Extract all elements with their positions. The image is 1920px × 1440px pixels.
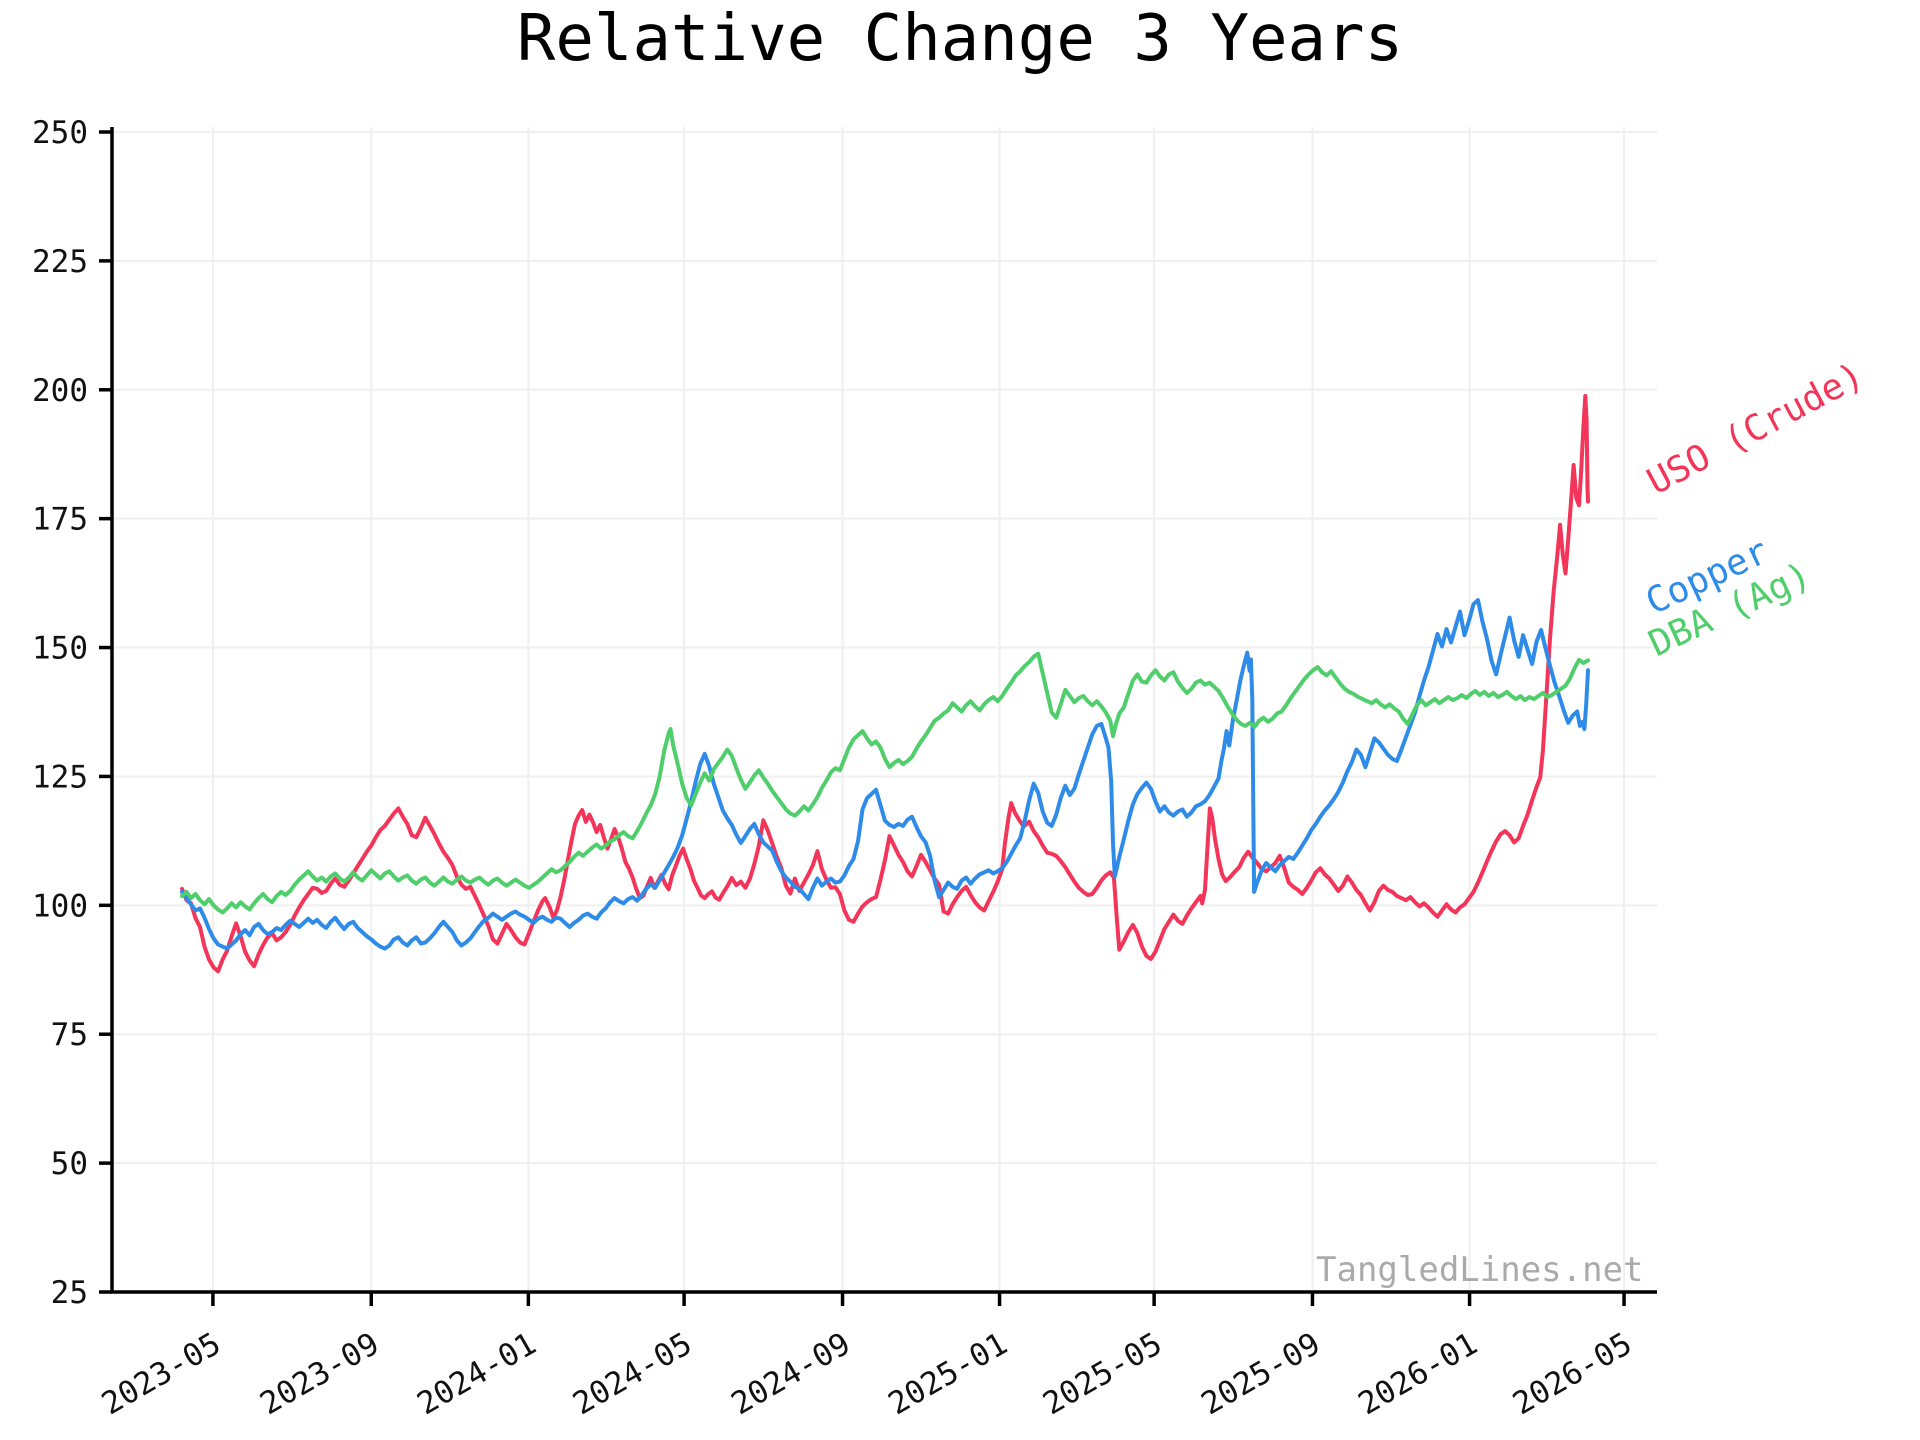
- x-tick-label: 2026-01: [1352, 1326, 1483, 1423]
- series-line-dba-ag: [180, 651, 1590, 915]
- x-tick-label: 2024-05: [567, 1326, 698, 1423]
- x-tick-label: 2026-05: [1507, 1326, 1638, 1423]
- y-tick-label: 225: [32, 244, 88, 280]
- y-tick-label: 250: [32, 115, 88, 151]
- y-tick-label: 125: [32, 759, 88, 795]
- x-tick-label: 2024-09: [725, 1326, 856, 1423]
- x-tick-label: 2023-05: [96, 1326, 227, 1423]
- series-line-copper: [180, 598, 1590, 951]
- x-tick-label: 2025-01: [882, 1326, 1013, 1423]
- series-line-uso-crude: [180, 394, 1590, 974]
- y-tick-label: 100: [32, 888, 88, 924]
- y-tick-label: 75: [51, 1017, 88, 1053]
- y-tick-label: 50: [51, 1146, 88, 1182]
- watermark: TangledLines.net: [1316, 1250, 1644, 1290]
- y-tick-label: 175: [32, 502, 88, 538]
- y-tick-label: 150: [32, 631, 88, 667]
- x-tick-label: 2023-09: [254, 1326, 385, 1423]
- y-tick-label: 200: [32, 373, 88, 409]
- x-tick-label: 2025-09: [1195, 1326, 1326, 1423]
- chart-title: Relative Change 3 Years: [516, 2, 1404, 76]
- x-tick-label: 2025-05: [1037, 1326, 1168, 1423]
- y-tick-label: 25: [51, 1275, 88, 1311]
- x-tick-label: 2024-01: [411, 1326, 542, 1423]
